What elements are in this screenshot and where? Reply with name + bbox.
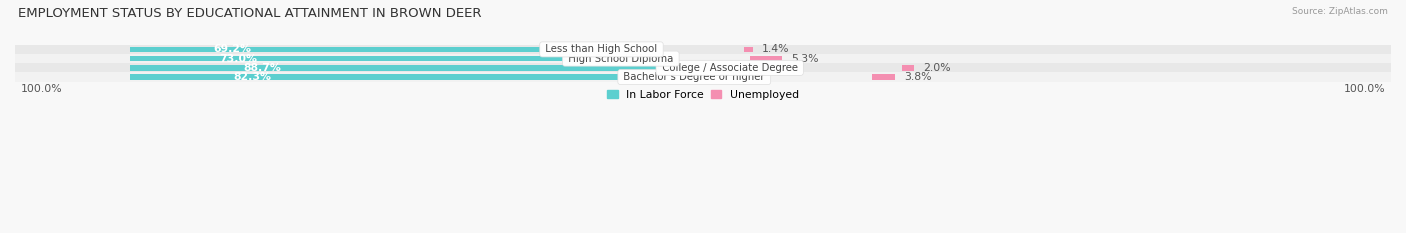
Legend: In Labor Force, Unemployed: In Labor Force, Unemployed [603, 86, 803, 104]
Bar [129, 56, 565, 62]
Text: 82.3%: 82.3% [233, 72, 271, 82]
Text: 100.0%: 100.0% [21, 83, 62, 93]
Text: High School Diploma: High School Diploma [565, 54, 676, 64]
Bar [129, 65, 658, 71]
Text: Source: ZipAtlas.com: Source: ZipAtlas.com [1292, 7, 1388, 16]
Text: 69.2%: 69.2% [214, 45, 252, 55]
Text: 1.4%: 1.4% [762, 45, 789, 55]
Text: 5.3%: 5.3% [792, 54, 818, 64]
Bar [15, 63, 1391, 72]
Text: Less than High School: Less than High School [543, 45, 661, 55]
Bar [15, 45, 1391, 54]
Bar [15, 54, 1391, 63]
Text: 3.8%: 3.8% [904, 72, 931, 82]
Text: 88.7%: 88.7% [243, 63, 281, 73]
Text: EMPLOYMENT STATUS BY EDUCATIONAL ATTAINMENT IN BROWN DEER: EMPLOYMENT STATUS BY EDUCATIONAL ATTAINM… [18, 7, 482, 20]
Text: 100.0%: 100.0% [1344, 83, 1385, 93]
Text: Bachelor's Degree or higher: Bachelor's Degree or higher [620, 72, 768, 82]
Bar [15, 72, 1391, 82]
Text: College / Associate Degree: College / Associate Degree [658, 63, 801, 73]
Text: 73.0%: 73.0% [219, 54, 257, 64]
Bar [744, 47, 752, 52]
Bar [751, 56, 782, 62]
Bar [901, 65, 914, 71]
Text: 2.0%: 2.0% [922, 63, 950, 73]
Bar [129, 74, 620, 80]
Bar [872, 74, 894, 80]
Bar [129, 47, 543, 52]
